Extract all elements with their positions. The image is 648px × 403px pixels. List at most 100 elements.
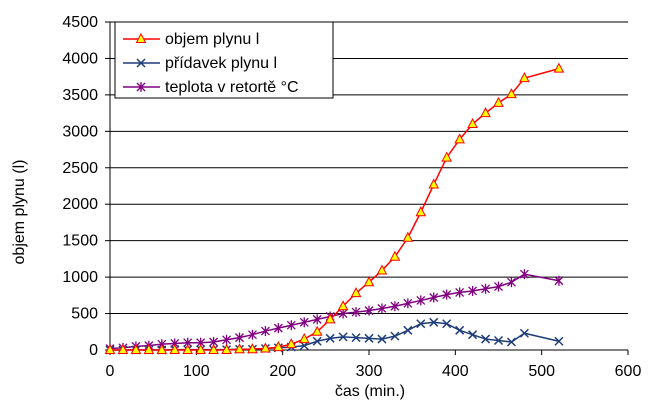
- legend-label-2: teplota v retortě °C: [165, 79, 299, 96]
- y-tick-label: 3500: [62, 87, 98, 104]
- data-point-series-2: [455, 287, 465, 298]
- data-point-series-0: [234, 343, 245, 354]
- legend-marker-2: [136, 82, 146, 92]
- data-point-series-0: [182, 343, 194, 354]
- data-point-series-1: [364, 333, 374, 343]
- x-tick-label: 300: [356, 363, 383, 380]
- data-point-series-1: [390, 331, 400, 341]
- data-point-series-0: [553, 62, 565, 73]
- y-tick-label: 0: [89, 342, 98, 359]
- data-point-series-0: [506, 88, 517, 99]
- data-point-series-0: [208, 343, 219, 354]
- data-point-series-2: [468, 285, 478, 296]
- data-point-series-0: [376, 264, 388, 275]
- data-point-series-2: [481, 283, 491, 294]
- data-point-series-0: [285, 338, 297, 349]
- data-point-series-1-stroke: [429, 317, 439, 327]
- data-point-series-1-stroke: [338, 332, 348, 342]
- y-tick-label: 2000: [62, 196, 98, 213]
- data-point-series-2: [554, 275, 564, 286]
- data-point-series-0: [260, 342, 271, 353]
- data-point-series-1: [493, 335, 504, 346]
- data-point-series-0: [156, 343, 168, 354]
- data-point-series-1: [481, 334, 491, 344]
- data-point-series-0: [130, 343, 142, 354]
- data-point-series-2: [247, 329, 257, 340]
- x-tick-labels: 0 100 200 300 400 500 600: [106, 363, 642, 380]
- data-point-series-0: [298, 332, 310, 344]
- data-point-series-0: [363, 276, 375, 287]
- legend-marker-0: [135, 32, 147, 43]
- data-point-series-1: [442, 319, 452, 329]
- data-point-series-1-stroke: [493, 335, 504, 346]
- data-point-series-1-stroke: [390, 331, 400, 341]
- data-point-series-1: [377, 334, 387, 344]
- data-point-series-1-stroke: [519, 328, 529, 338]
- data-point-series-2: [235, 332, 244, 343]
- data-point-series-1-stroke: [481, 334, 491, 344]
- data-point-series-1: [554, 336, 564, 346]
- data-point-series-1-stroke: [351, 333, 361, 343]
- x-tick-label: 0: [106, 363, 115, 380]
- x-tick-label: 200: [269, 363, 296, 380]
- data-point-series-0: [324, 313, 336, 324]
- data-point-series-2: [273, 323, 283, 334]
- data-point-series-1: [351, 333, 361, 343]
- data-point-series-0: [415, 206, 427, 217]
- data-point-series-1-stroke: [403, 325, 413, 335]
- y-tick-label: 4500: [62, 14, 98, 31]
- data-point-series-2: [351, 307, 361, 318]
- y-tick-label: 1500: [62, 233, 98, 250]
- legend-label-1: přídavek plynu l: [165, 55, 277, 72]
- data-point-series-2: [506, 277, 516, 288]
- data-point-series-1-stroke: [312, 336, 322, 346]
- data-point-series-2: [519, 269, 529, 280]
- data-point-series-0: [467, 117, 478, 129]
- data-point-series-0: [221, 343, 232, 354]
- x-tick-label: 100: [183, 363, 210, 380]
- legend-box: [114, 21, 334, 99]
- y-tick-label: 2500: [62, 160, 98, 177]
- data-point-series-0: [117, 343, 129, 354]
- series-line-0: [110, 67, 560, 351]
- y-tick-label: 4000: [62, 50, 98, 67]
- data-point-series-2: [377, 303, 387, 314]
- data-point-series-0: [454, 133, 465, 144]
- data-point-series-1: [455, 325, 465, 335]
- x-tick-label: 500: [528, 363, 555, 380]
- data-point-series-1: [403, 325, 413, 335]
- data-point-series-0: [169, 343, 181, 354]
- y-tick-label: 1000: [62, 269, 98, 286]
- legend: objem plynu l přídavek plynu l teplota v r…: [114, 21, 334, 99]
- data-point-series-1-stroke: [377, 334, 387, 344]
- data-point-series-0: [402, 231, 414, 242]
- data-point-series-1: [519, 328, 529, 338]
- data-point-series-0: [104, 343, 116, 354]
- data-point-series-2: [312, 314, 322, 325]
- data-point-series-1-stroke: [325, 333, 335, 343]
- data-point-series-0: [195, 343, 206, 354]
- series-group: [104, 62, 565, 355]
- data-point-series-2: [416, 295, 426, 306]
- data-point-series-0: [337, 300, 349, 311]
- data-point-series-2: [299, 317, 309, 328]
- x-axis-title: čas (min.): [335, 383, 405, 400]
- series-line-2: [109, 273, 560, 350]
- data-point-series-1: [506, 337, 516, 347]
- data-point-series-1-stroke: [416, 319, 426, 329]
- data-point-series-2: [390, 301, 400, 312]
- data-point-series-1: [429, 317, 439, 327]
- data-point-series-0: [441, 151, 453, 162]
- data-point-series-2: [286, 320, 296, 331]
- y-axis-title: objem plynu (l): [11, 160, 28, 265]
- data-point-series-0: [428, 178, 440, 189]
- data-point-series-0: [519, 72, 530, 83]
- data-point-series-0: [480, 107, 491, 118]
- data-point-series-2: [494, 281, 503, 292]
- y-tick-label: 3000: [62, 123, 98, 140]
- data-point-series-1: [468, 330, 478, 340]
- data-point-series-2: [222, 334, 232, 345]
- x-tick-label: 600: [615, 363, 642, 380]
- legend-label-0: objem plynu l: [165, 31, 259, 48]
- data-point-series-2: [260, 326, 270, 337]
